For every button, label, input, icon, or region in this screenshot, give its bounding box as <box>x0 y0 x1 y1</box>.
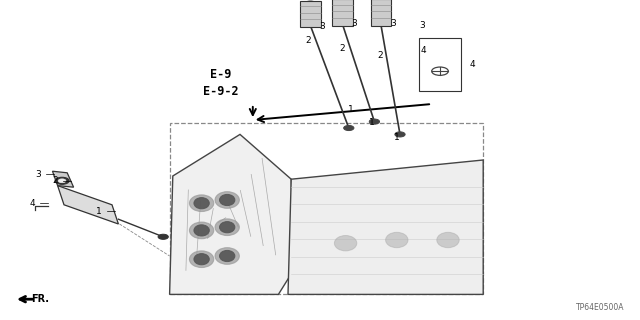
Text: E-9
E-9-2: E-9 E-9-2 <box>203 68 239 98</box>
Text: 1: 1 <box>97 207 102 216</box>
Text: 3: 3 <box>36 170 41 179</box>
Ellipse shape <box>189 222 214 239</box>
Ellipse shape <box>220 195 235 206</box>
Circle shape <box>158 234 168 239</box>
Text: 4: 4 <box>29 199 35 208</box>
Ellipse shape <box>189 251 214 268</box>
Text: 1: 1 <box>348 105 353 114</box>
Ellipse shape <box>194 254 209 265</box>
Bar <box>371 0 391 26</box>
Text: 4: 4 <box>421 46 426 55</box>
Text: 1: 1 <box>369 118 374 127</box>
Polygon shape <box>170 134 294 294</box>
Text: 3: 3 <box>420 21 425 30</box>
Bar <box>332 0 353 26</box>
Ellipse shape <box>385 232 408 248</box>
Text: TP64E0500A: TP64E0500A <box>575 303 624 312</box>
Text: 4: 4 <box>470 60 475 69</box>
Bar <box>300 1 321 27</box>
Circle shape <box>344 125 354 131</box>
Text: 3: 3 <box>351 19 356 28</box>
Text: 2: 2 <box>378 51 383 60</box>
Ellipse shape <box>335 236 357 251</box>
Ellipse shape <box>215 219 239 236</box>
Ellipse shape <box>215 248 239 264</box>
Text: 3: 3 <box>319 22 324 31</box>
Ellipse shape <box>437 232 460 248</box>
Text: 2: 2 <box>52 176 58 185</box>
Bar <box>170 123 483 294</box>
Circle shape <box>395 132 405 137</box>
Text: FR.: FR. <box>31 294 49 304</box>
Text: 1: 1 <box>394 133 399 142</box>
Ellipse shape <box>220 221 235 233</box>
Ellipse shape <box>220 251 235 262</box>
Bar <box>419 38 461 91</box>
Circle shape <box>55 177 69 184</box>
Text: 3: 3 <box>390 19 396 28</box>
Text: 2: 2 <box>340 44 345 53</box>
Ellipse shape <box>215 192 239 208</box>
Polygon shape <box>288 160 483 294</box>
Text: 2: 2 <box>305 36 310 45</box>
Polygon shape <box>52 171 74 187</box>
Ellipse shape <box>194 225 209 236</box>
Ellipse shape <box>189 195 214 212</box>
Circle shape <box>369 119 380 124</box>
Circle shape <box>58 179 66 183</box>
Polygon shape <box>58 186 118 224</box>
Ellipse shape <box>194 198 209 209</box>
